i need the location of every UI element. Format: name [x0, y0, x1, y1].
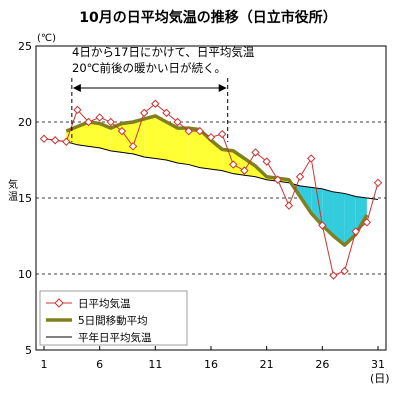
x-unit-label: (日) — [370, 372, 390, 385]
daily-temp-point — [73, 105, 82, 115]
annotation: 4日から17日にかけて、日平均気温 20℃前後の暖かい日が続く。 — [71, 45, 255, 142]
x-tick-label: 16 — [204, 358, 218, 371]
fill-above-normal — [88, 122, 100, 148]
fill-above-normal — [177, 128, 189, 165]
daily-temp-point — [184, 126, 193, 136]
x-tick-label: 1 — [41, 358, 48, 371]
fill-above-normal — [188, 128, 200, 168]
daily-temp-point — [373, 178, 383, 188]
arrow-head-right — [218, 84, 227, 92]
daily-temp-point — [195, 126, 205, 136]
daily-temp-point — [128, 142, 138, 151]
annotation-range — [71, 78, 229, 142]
moving-average-group — [65, 114, 369, 247]
daily-temp-point — [206, 132, 216, 142]
daily-temp-point — [106, 117, 116, 127]
chart-title: 10月の日平均気温の推移（日立市役所） — [79, 9, 336, 26]
fill-above-normal — [99, 123, 111, 151]
daily-temp-point — [229, 160, 238, 169]
fill-below-normal — [333, 191, 345, 246]
daily-temp-point — [262, 157, 271, 166]
x-tick-label: 31 — [371, 358, 385, 371]
x-tick-label: 26 — [315, 358, 329, 371]
fill-above-normal — [144, 115, 156, 159]
daily-temp-point — [50, 136, 60, 145]
y-axis-label: 気温 — [8, 178, 18, 203]
daily-temp-point — [284, 201, 294, 210]
daily-temp-point — [340, 266, 349, 276]
legend-box — [39, 290, 188, 346]
x-tick-label: 11 — [148, 358, 162, 371]
fill-above-normal — [155, 115, 167, 160]
daily-temp-point — [84, 117, 93, 127]
x-tick-labels: 1 6 11 16 21 26 31 — [41, 346, 385, 371]
normal-line-group — [43, 138, 379, 201]
y-unit-label: (℃) — [37, 33, 56, 44]
daily-temp-point — [117, 126, 127, 136]
legend-label-daily: 日平均気温 — [78, 297, 131, 310]
fill-above-normal — [222, 149, 234, 174]
fill-above-normal — [133, 118, 145, 157]
x-tick-label: 21 — [260, 358, 274, 371]
daily-temp-point — [151, 99, 160, 108]
y-tick-label: 15 — [18, 192, 32, 205]
daily-temp-point — [273, 175, 283, 184]
y-tick-labels: 5 10 15 20 25 — [18, 40, 32, 357]
y-tick-label: 20 — [18, 116, 32, 129]
legend-marker-daily — [54, 298, 64, 308]
daily-temp-point — [173, 117, 182, 127]
daily-temp-point — [62, 137, 71, 146]
annotation-line1: 4日から17日にかけて、日平均気温 — [72, 45, 255, 59]
y-tick-label: 25 — [18, 40, 32, 53]
daily-temp-point — [295, 172, 305, 181]
daily-temp-point — [318, 221, 327, 230]
fill-above-normal — [244, 158, 256, 177]
fill-below-normal — [355, 196, 367, 235]
normal-temp-line — [43, 138, 379, 201]
moving-average-line — [65, 114, 369, 247]
daily-temp-point — [240, 166, 249, 175]
annotation-line2: 20℃前後の暖かい日が続く。 — [72, 61, 226, 75]
fill-above-normal — [77, 122, 89, 147]
daily-temp-point — [251, 148, 260, 157]
daily-temp-point — [139, 108, 149, 118]
daily-temp-point — [329, 271, 338, 280]
x-tick-label: 6 — [96, 358, 103, 371]
daily-temp-point — [217, 129, 227, 139]
arrow-head-left — [72, 84, 81, 92]
daily-temp-point — [362, 218, 372, 227]
legend: 日平均気温 5日間移動平均 平年日平均気温 — [39, 290, 188, 346]
daily-temp-point — [162, 108, 171, 118]
legend-label-normal: 平年日平均気温 — [78, 331, 152, 344]
daily-temp-point — [351, 227, 360, 236]
y-tick-label: 10 — [18, 268, 32, 281]
gridlines — [36, 121, 386, 275]
y-tick-label: 5 — [25, 344, 32, 357]
daily-temp-point — [95, 113, 104, 122]
daily-temp-point — [39, 134, 49, 143]
daily-temp-group — [39, 99, 383, 280]
daily-temp-point — [306, 154, 316, 163]
legend-label-ma: 5日間移動平均 — [78, 314, 148, 327]
fill-above-normal — [166, 122, 178, 164]
